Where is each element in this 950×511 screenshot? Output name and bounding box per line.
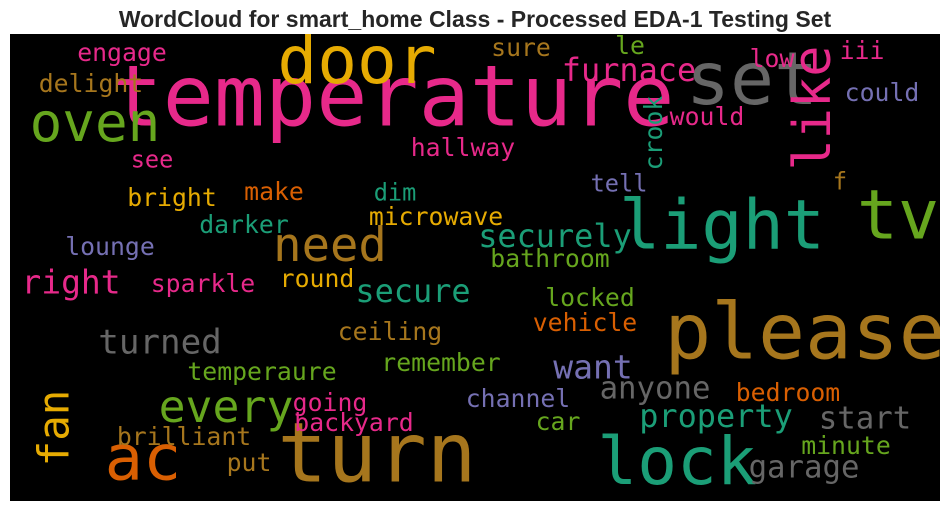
- word-secure: secure: [355, 272, 470, 310]
- word-ac: ac: [105, 422, 182, 496]
- word-temperature: temperature: [112, 47, 675, 146]
- word-sparkle: sparkle: [151, 269, 256, 298]
- word-securely: securely: [478, 217, 632, 255]
- word-remember: remember: [381, 348, 500, 377]
- word-iii: iii: [840, 36, 885, 65]
- word-tv: tv: [857, 177, 939, 256]
- word-lock: lock: [597, 423, 756, 500]
- word-engage: engage: [77, 38, 167, 67]
- word-bright: bright: [127, 183, 217, 212]
- word-want: want: [553, 348, 632, 387]
- word-f: f: [833, 168, 847, 196]
- word-temperaure: temperaure: [187, 357, 336, 386]
- word-hallway: hallway: [411, 133, 516, 162]
- word-vehicle: vehicle: [533, 308, 638, 337]
- word-make: make: [244, 177, 304, 206]
- word-anyone: anyone: [600, 372, 711, 407]
- word-locked: locked: [545, 283, 635, 312]
- word-furnace: furnace: [562, 51, 696, 89]
- word-le: le: [615, 34, 645, 60]
- word-low: low: [750, 44, 795, 73]
- word-ceiling: ceiling: [338, 317, 443, 346]
- word-tell: tell: [591, 170, 648, 198]
- word-sure: sure: [491, 34, 551, 62]
- word-going: going: [293, 388, 368, 417]
- word-please: please: [664, 287, 940, 377]
- word-see: see: [131, 146, 174, 174]
- word-channel: channel: [466, 384, 571, 413]
- wordcloud-svg: temperature turn please set light tv door lock a…: [21, 34, 940, 501]
- word-bathroom: bathroom: [490, 244, 609, 273]
- word-set: set: [686, 37, 818, 122]
- word-oven: oven: [30, 91, 161, 154]
- word-put: put: [227, 448, 272, 477]
- word-property: property: [639, 397, 793, 435]
- word-backyard: backyard: [294, 408, 413, 437]
- word-every: every: [159, 380, 294, 433]
- word-bedroom: bedroom: [736, 378, 841, 407]
- word-minute: minute: [801, 431, 891, 460]
- word-microwave: microwave: [369, 202, 503, 231]
- word-turned: turned: [98, 323, 222, 363]
- word-car: car: [536, 407, 581, 436]
- word-round: round: [280, 264, 355, 293]
- word-delight: delight: [39, 69, 144, 98]
- word-fan: fan: [31, 390, 80, 467]
- word-door: door: [277, 34, 436, 99]
- word-could: could: [845, 78, 920, 107]
- word-start: start: [819, 402, 911, 437]
- word-would: would: [670, 102, 745, 131]
- word-lounge: lounge: [65, 232, 155, 261]
- word-garage: garage: [749, 451, 860, 486]
- word-darker: darker: [199, 210, 289, 239]
- word-light: light: [619, 187, 825, 266]
- word-right: right: [21, 263, 120, 302]
- word-dim: dim: [374, 179, 417, 207]
- word-turn: turn: [278, 405, 477, 501]
- word-brilliant: brilliant: [117, 422, 251, 451]
- chart-title: WordCloud for smart_home Class - Process…: [118, 6, 832, 32]
- word-need: need: [273, 218, 387, 273]
- wordcloud-canvas: temperature turn please set light tv door lock a…: [10, 34, 940, 501]
- word-like: like: [783, 46, 843, 171]
- word-crook: crook: [639, 96, 668, 171]
